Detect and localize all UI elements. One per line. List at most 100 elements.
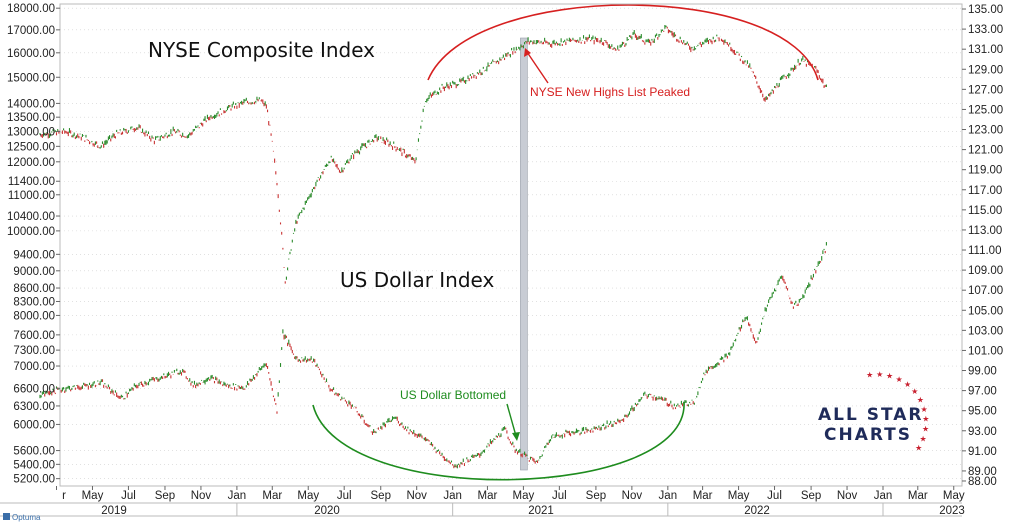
left-tick-label: 16000.00 — [7, 48, 55, 60]
logo-star-icon: ★ — [866, 371, 873, 380]
left-tick-label: 10000.00 — [7, 226, 55, 238]
x-month-label: May — [943, 490, 965, 502]
left-tick-label: 5200.00 — [13, 474, 55, 486]
x-month-label: Nov — [406, 490, 427, 502]
left-tick-label: 11400.00 — [8, 176, 55, 188]
right-tick-label: 129.00 — [968, 64, 1003, 76]
left-tick-label: 5400.00 — [13, 459, 55, 471]
right-tick-label: 99.00 — [968, 366, 997, 378]
bottom-note-annotation: US Dollar Bottomed — [400, 388, 506, 402]
x-month-label: Jan — [659, 490, 678, 502]
logo-star-icon: ★ — [886, 371, 893, 380]
x-year-label: 2022 — [744, 505, 770, 517]
all-star-charts-logo: ALL STAR CHARTS ★ ★ ★ ★★★★★★★★★ — [818, 370, 929, 452]
may-2021-highlight-band — [520, 37, 528, 471]
right-tick-label: 135.00 — [968, 4, 1003, 16]
left-tick-label: 9000.00 — [13, 266, 55, 278]
x-month-label: Nov — [191, 490, 212, 502]
left-tick-label: 7000.00 — [13, 361, 55, 373]
x-year-label: 2023 — [939, 505, 965, 517]
x-year-label: 2020 — [314, 505, 340, 517]
usd-series — [39, 242, 827, 469]
optuma-label: Optuma — [12, 513, 41, 522]
peak-arrow-line — [526, 51, 549, 84]
annotations: NYSE Composite Index US Dollar Index NYS… — [148, 38, 690, 402]
right-tick-label: 109.00 — [968, 265, 1003, 277]
right-tick-label: 89.00 — [968, 466, 997, 478]
left-tick-label: 12000.00 — [7, 157, 55, 169]
bottom-arrow-head — [512, 432, 520, 441]
peak-note-annotation: NYSE New Highs List Peaked — [530, 85, 690, 99]
logo-star-icon: ★ — [922, 425, 929, 434]
x-month-label: Nov — [837, 490, 858, 502]
right-tick-label: 107.00 — [968, 285, 1003, 297]
left-tick-label: 6000.00 — [13, 419, 55, 431]
x-year-label: 2021 — [528, 505, 554, 517]
x-month-label: May — [297, 490, 319, 502]
right-tick-label: 115.00 — [968, 205, 1002, 217]
right-tick-label: 97.00 — [968, 386, 997, 398]
right-tick-label: 113.00 — [968, 225, 1002, 237]
right-tick-label: 105.00 — [968, 305, 1003, 317]
bottom-arrow-line — [506, 403, 517, 437]
left-tick-label: 13500.00 — [7, 112, 55, 124]
left-tick-label: 11000.00 — [8, 190, 55, 202]
axes: 18000.00 17000.00 16000.00 15000.00 14000.00… — [0, 3, 1003, 517]
plot-frame — [59, 3, 963, 487]
x-month-label: May — [82, 490, 104, 502]
right-tick-label: 117.00 — [968, 185, 1002, 197]
left-tick-label: 10400.00 — [7, 211, 55, 223]
left-tick-label: 6300.00 — [13, 401, 55, 413]
right-tick-label: 93.00 — [968, 426, 997, 438]
logo-star-icon: ★ — [915, 443, 922, 452]
x-month-label: Mar — [693, 490, 713, 502]
peak-arrow-head — [524, 48, 531, 57]
logo-star-icon: ★ — [911, 387, 918, 396]
x-month-label: Nov — [622, 490, 643, 502]
nyse-series — [39, 24, 827, 284]
x-month-label: Jul — [552, 490, 567, 502]
left-tick-label: 8600.00 — [13, 283, 55, 295]
right-tick-label: 133.00 — [968, 24, 1003, 36]
x-month-label: Mar — [262, 490, 282, 502]
right-tick-label: 125.00 — [968, 104, 1003, 116]
left-tick-label: 15000.00 — [7, 72, 55, 84]
x-month-label: Sep — [155, 490, 175, 502]
right-tick-label: 95.00 — [968, 406, 997, 418]
x-month-label: Jan — [874, 490, 893, 502]
x-month-label: Mar — [908, 490, 928, 502]
x-month-label: Jul — [337, 490, 352, 502]
x-month-label: Jul — [121, 490, 136, 502]
logo-line1: ALL STAR — [818, 405, 924, 425]
right-tick-label: 91.00 — [968, 446, 997, 458]
right-tick-label: 119.00 — [968, 165, 1002, 177]
logo-star-icon: ★ — [921, 405, 928, 414]
nyse-peak-arc — [427, 4, 819, 81]
optuma-logo-icon — [3, 513, 10, 520]
logo-star-icon: ★ — [922, 415, 929, 424]
logo-line2: CHARTS — [824, 425, 912, 445]
left-tick-label: 17000.00 — [7, 25, 55, 37]
x-month-label: Sep — [371, 490, 391, 502]
price-series — [39, 24, 827, 469]
left-tick-label: 18000.00 — [7, 3, 55, 15]
right-tick-label: 101.00 — [968, 345, 1003, 357]
left-tick-label: 8300.00 — [13, 296, 55, 308]
right-tick-label: 111.00 — [968, 245, 1001, 257]
x-month-label: Mar — [478, 490, 498, 502]
left-tick-label: 7300.00 — [13, 345, 55, 357]
left-tick-label: 6600.00 — [13, 383, 55, 395]
left-tick-label: 12500.00 — [7, 141, 55, 153]
x-month-label: Sep — [801, 490, 821, 502]
right-tick-label: 127.00 — [968, 84, 1003, 96]
logo-star-icon: ★ — [920, 434, 927, 443]
x-month-label: May — [728, 490, 750, 502]
left-tick-label: 8000.00 — [13, 310, 55, 322]
left-tick-label: 5600.00 — [13, 446, 55, 458]
logo-star-icon: ★ — [904, 380, 911, 389]
right-tick-label: 103.00 — [968, 325, 1003, 337]
x-year-label: 2019 — [101, 505, 127, 517]
x-month-label: May — [513, 490, 535, 502]
